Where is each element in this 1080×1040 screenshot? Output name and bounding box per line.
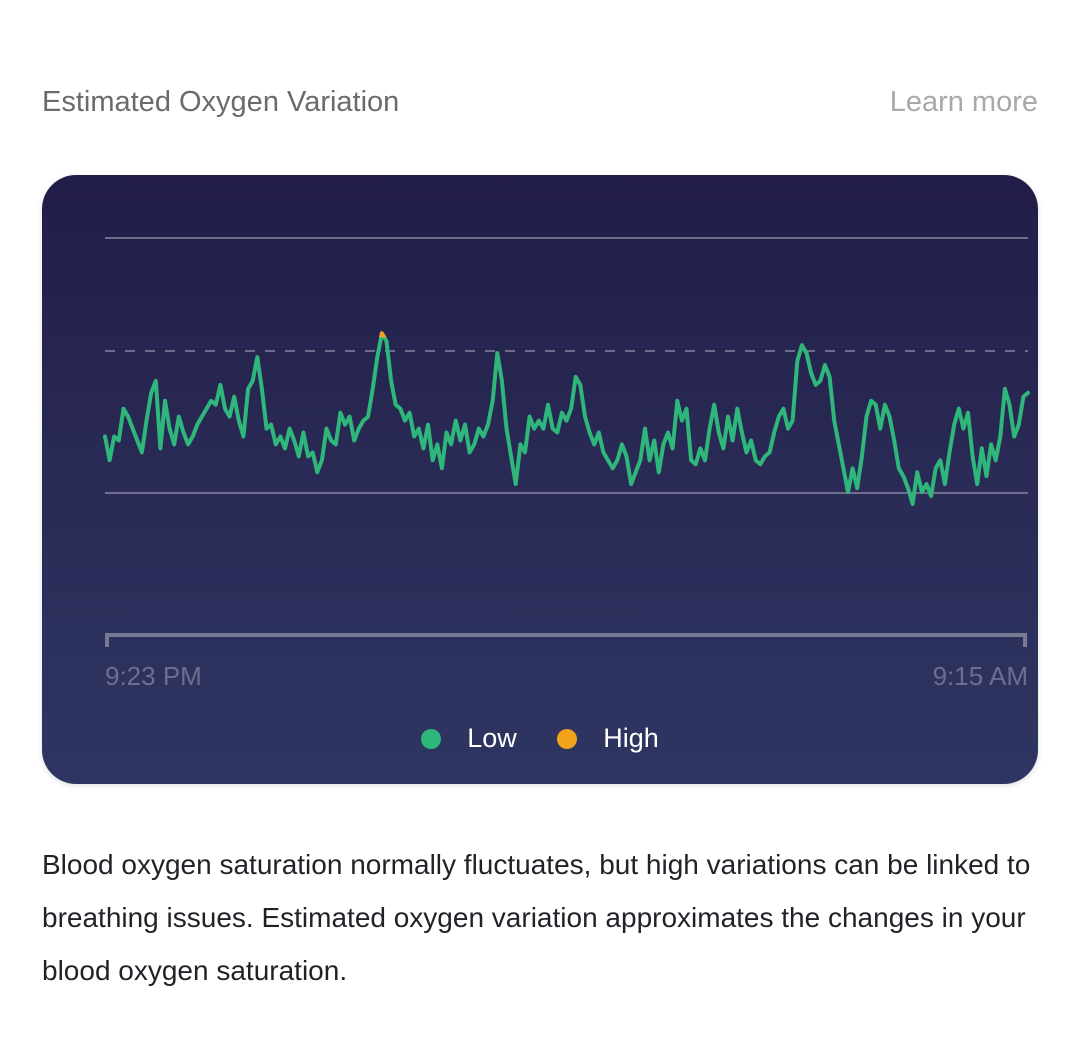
legend-dot-high: [557, 728, 578, 749]
oxygen-variation-line: [103, 331, 1030, 506]
section-header: Estimated Oxygen Variation Learn more: [42, 84, 1038, 124]
learn-more-link[interactable]: Learn more: [889, 86, 1038, 118]
legend-dot-low: [421, 728, 442, 749]
legend-item-low: Low: [421, 723, 517, 754]
x-tick-label-end: 9:15 AM: [933, 661, 1028, 691]
description-text: Blood oxygen saturation normally fluctua…: [42, 849, 1031, 986]
oxygen-variation-chart-card: 9:23 PM 9:15 AM Low High: [42, 175, 1038, 784]
legend-label-high: High: [603, 723, 659, 753]
oxygen-variation-chart: 9:23 PM 9:15 AM: [103, 237, 1030, 691]
x-tick-label-start: 9:23 PM: [105, 661, 202, 691]
section-title: Estimated Oxygen Variation: [42, 86, 400, 118]
chart-legend: Low High: [42, 723, 1038, 757]
legend-label-low: Low: [467, 723, 517, 753]
legend-item-high: High: [557, 723, 659, 754]
